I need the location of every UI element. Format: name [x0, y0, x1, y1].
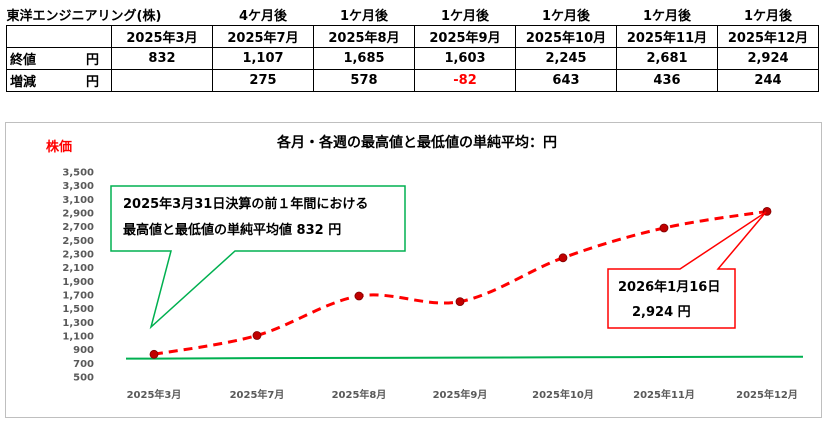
green-baseline-line: [126, 355, 803, 360]
chart-title: 各月・各週の最高値と最低値の単純平均：円: [276, 134, 557, 151]
x-tick-label: 2025年10月: [532, 388, 594, 401]
y-tick-label: 3,500: [62, 168, 94, 179]
stock-price-table: 東洋エンジニアリング(株) 4ケ月後 1ケ月後 1ケ月後 1ケ月後 1ケ月後 1…: [6, 4, 819, 92]
data-point: [252, 331, 262, 340]
close-price-row: 終値円 832 1,107 1,685 1,603 2,245 2,681 2,…: [6, 47, 819, 70]
change-row: 増減 円 275 578 -82 643 436 244: [6, 69, 819, 92]
x-tick-label: 2025年3月: [127, 388, 182, 401]
close-unit: 円: [85, 53, 99, 68]
y-axis-label: 株価: [46, 139, 72, 155]
y-tick-label: 700: [73, 359, 94, 370]
y-tick-label: 2,500: [62, 236, 94, 247]
change-cell: 244: [717, 69, 819, 92]
y-tick-label: 1,300: [62, 318, 94, 329]
period-label: 4ケ月後: [238, 9, 288, 24]
green-callout-line-2: 最高値と最低値の単純平均値 832 円: [123, 222, 341, 238]
x-tick-label: 2025年9月: [433, 388, 488, 401]
close-label-text: 終値: [10, 53, 37, 68]
period-label: 1ケ月後: [339, 9, 389, 24]
y-tick-label: 3,100: [62, 195, 94, 206]
change-unit: 円: [85, 75, 99, 90]
x-tick-label: 2025年8月: [332, 388, 387, 401]
data-point: [455, 297, 465, 307]
change-cell: 275: [212, 69, 314, 92]
red-callout: 2026年1月16日 2,924 円: [607, 211, 767, 329]
y-tick-label: 1,100: [62, 332, 94, 343]
y-tick-label: 1,500: [62, 304, 94, 315]
y-tick-label: 3,300: [62, 181, 94, 192]
y-tick-label: 500: [73, 373, 94, 384]
change-cell: 578: [313, 69, 415, 92]
x-tick-label: 2025年11月: [633, 388, 695, 401]
period-row: 東洋エンジニアリング(株) 4ケ月後 1ケ月後 1ケ月後 1ケ月後 1ケ月後 1…: [7, 4, 819, 26]
change-cell-negative: -82: [414, 69, 516, 92]
period-label: 1ケ月後: [440, 9, 490, 24]
green-callout-shape: [110, 185, 406, 330]
month-header: 2025年10月: [515, 25, 617, 48]
red-callout-shape: [607, 211, 767, 329]
y-tick-label: 2,900: [62, 209, 94, 220]
period-label: 1ケ月後: [743, 9, 793, 24]
x-tick-label: 2025年7月: [230, 388, 285, 401]
y-tick-label: 900: [73, 345, 94, 356]
y-tick-label: 2,700: [62, 222, 94, 233]
y-axis-ticks: 3,500 3,300 3,100 2,900 2,700 2,500 2,300 2,100…: [62, 168, 94, 384]
green-callout: 2025年3月31日決算の前１年間における 最高値と最低値の単純平均値 832 …: [110, 185, 406, 330]
data-point: [659, 223, 669, 233]
change-label-text: 増減: [10, 75, 37, 90]
y-tick-label: 2,100: [62, 263, 94, 274]
data-point: [354, 291, 364, 301]
period-label: 1ケ月後: [541, 9, 591, 24]
change-cell: 643: [515, 69, 617, 92]
y-tick-label: 1,700: [62, 291, 94, 302]
month-header: 2025年12月: [717, 25, 819, 48]
red-callout-line-2: 2,924 円: [632, 305, 691, 320]
period-label: 1ケ月後: [642, 9, 692, 24]
data-point: [558, 253, 568, 263]
x-tick-label: 2025年12月: [736, 388, 798, 401]
data-point: [149, 349, 159, 359]
green-callout-line-1: 2025年3月31日決算の前１年間における: [123, 196, 368, 212]
x-axis-ticks: 2025年3月 2025年7月 2025年8月 2025年9月 2025年10月 2025…: [127, 388, 798, 401]
y-tick-label: 1,900: [62, 277, 94, 288]
change-label: 増減 円: [6, 69, 112, 92]
change-cell: 436: [616, 69, 718, 92]
red-callout-line-1: 2026年1月16日: [618, 279, 720, 295]
data-points: [149, 206, 772, 359]
y-tick-label: 2,300: [62, 250, 94, 261]
